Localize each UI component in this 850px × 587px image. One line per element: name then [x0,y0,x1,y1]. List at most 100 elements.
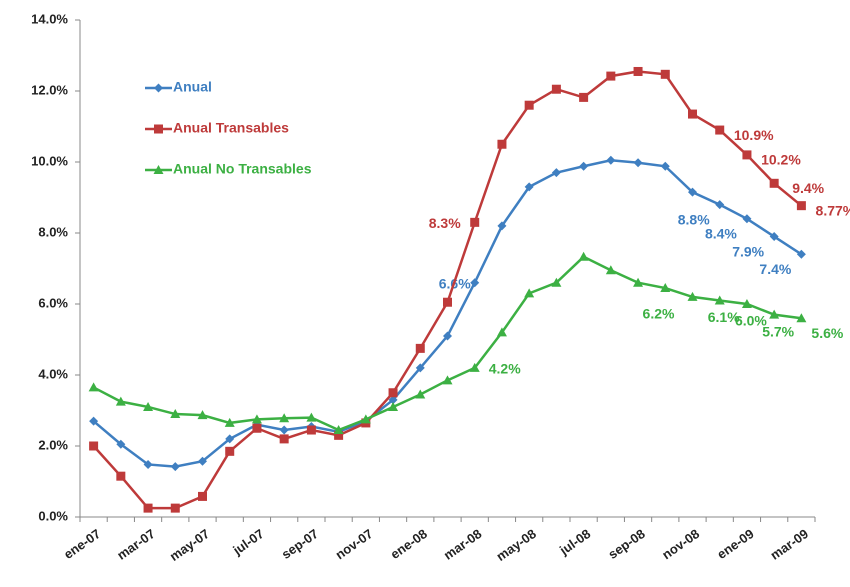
data-label: 10.9% [734,127,774,143]
marker [606,71,616,81]
marker [116,471,126,481]
marker [154,83,163,93]
marker [388,401,399,411]
marker [742,150,752,160]
marker [524,100,534,110]
marker [742,214,752,224]
marker [388,388,398,398]
marker [154,124,163,134]
marker [605,265,616,275]
marker [115,396,126,406]
marker [225,434,235,444]
marker [579,92,589,102]
y-tick-label: 8.0% [38,224,68,239]
marker [89,416,99,426]
x-tick-label: mar-09 [768,526,812,563]
data-label: 6.1% [708,309,740,325]
data-label: 4.2% [489,361,521,377]
marker [660,69,670,79]
marker [442,375,453,385]
marker [197,410,208,420]
marker [198,491,207,501]
marker [496,327,507,337]
marker [388,395,398,405]
marker [660,283,671,293]
marker [551,277,562,287]
y-tick-label: 14.0% [31,11,68,26]
marker [688,187,697,197]
legend-label: Anual [173,79,212,95]
marker [497,139,507,149]
marker [660,161,670,171]
marker [170,409,181,419]
marker [579,161,589,171]
marker [225,446,235,456]
marker [796,249,806,259]
legend-label: Anual No Transables [173,161,312,177]
marker [333,425,344,435]
marker [769,309,780,319]
marker [143,503,153,513]
marker [633,277,644,287]
marker [279,425,289,435]
marker [224,417,235,427]
marker [769,232,779,242]
marker [306,425,316,435]
marker [578,251,589,261]
y-tick-label: 6.0% [38,295,68,310]
marker [470,278,480,288]
y-tick-label: 12.0% [31,82,68,97]
marker [524,182,534,192]
marker [170,462,180,472]
marker [88,382,99,392]
marker [251,414,262,424]
x-tick-label: sep-07 [279,526,321,562]
marker [360,414,371,424]
marker [279,413,290,423]
marker [741,299,752,308]
marker [796,201,806,211]
marker [306,412,317,422]
x-tick-label: ene-08 [388,526,430,562]
marker [551,84,561,94]
marker [443,331,452,341]
y-tick-label: 2.0% [38,437,68,452]
marker [633,66,643,76]
marker [524,288,535,298]
marker [334,430,344,440]
x-tick-label: may-07 [167,526,212,564]
marker [415,389,426,399]
marker [715,125,725,135]
data-label: 8.8% [678,211,710,227]
x-tick-label: mar-08 [441,526,485,563]
data-label: 5.6% [811,325,843,341]
marker [443,297,452,307]
marker [170,503,180,513]
series-line [92,158,803,468]
x-tick-label: jul-07 [229,526,266,558]
data-label: 9.4% [792,180,824,196]
marker [715,200,725,210]
marker [143,401,154,411]
marker [796,313,807,323]
marker [415,343,425,353]
data-label: 8.77% [816,202,850,218]
data-label: 6.2% [643,306,675,322]
marker [116,439,126,449]
data-label: 7.4% [759,261,791,277]
x-tick-label: ene-09 [714,526,756,562]
x-tick-label: sep-08 [605,526,647,562]
marker [415,363,425,373]
data-label: 6.0% [735,313,767,329]
marker [198,456,207,466]
x-tick-label: mar-07 [114,526,158,563]
marker [769,178,779,188]
marker [153,165,164,174]
marker [633,158,643,168]
y-tick-label: 10.0% [31,153,68,168]
data-label: 10.2% [761,152,801,168]
marker [143,459,153,469]
x-tick-label: nov-08 [659,526,702,562]
marker [252,423,262,433]
